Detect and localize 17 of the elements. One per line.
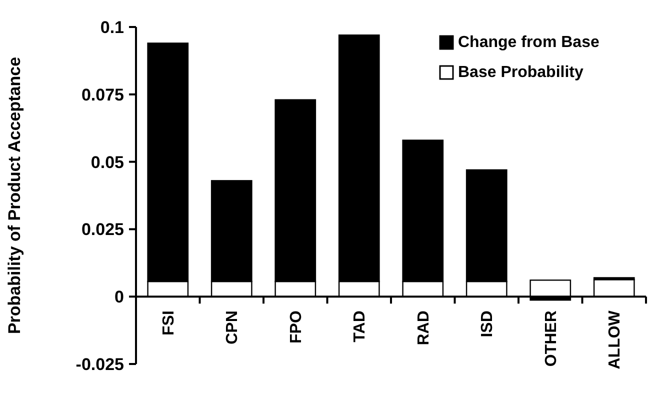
legend-label: Change from Base bbox=[458, 34, 600, 51]
x-tick-label: ALLOW bbox=[606, 310, 624, 370]
x-tick-label: TAD bbox=[352, 310, 369, 342]
x-tick-label: ISD bbox=[479, 310, 496, 338]
x-tick-label: RAD bbox=[415, 310, 432, 346]
y-tick-label: -0.025 bbox=[76, 354, 124, 374]
x-tick-label: FSI bbox=[160, 310, 178, 336]
y-tick-label: 0.1 bbox=[100, 18, 124, 37]
y-tick-label: 0 bbox=[114, 288, 124, 307]
x-tick-label: FPO bbox=[288, 310, 305, 344]
x-tick-label: CPN bbox=[224, 310, 242, 344]
legend-label: Base Probability bbox=[458, 64, 584, 81]
y-tick-label: 0.025 bbox=[81, 220, 124, 240]
y-axis-title: Probability of Product Acceptance bbox=[5, 56, 24, 334]
y-tick-label: 0.05 bbox=[90, 152, 124, 172]
x-tick-label: OTHER bbox=[542, 310, 560, 367]
y-tick-label: 0.075 bbox=[81, 85, 124, 104]
